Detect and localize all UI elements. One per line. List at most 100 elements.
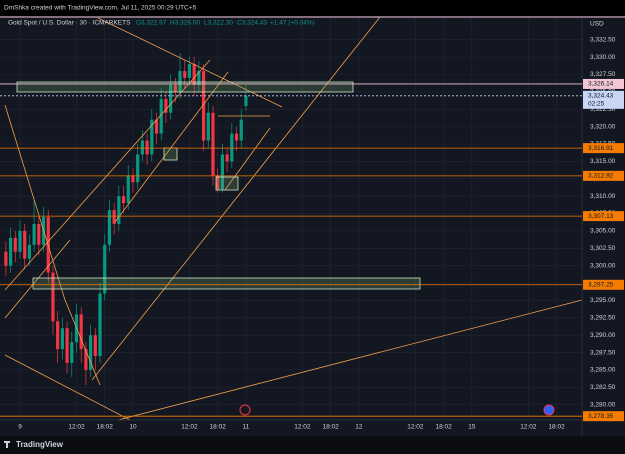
candle-body [60, 328, 64, 350]
price-label: 3,326.14 [588, 81, 614, 88]
drawings [4, 16, 583, 421]
grid [0, 18, 582, 420]
caption-bar [0, 0, 625, 16]
zone [32, 277, 421, 290]
price-label-box [583, 211, 624, 222]
price-label: 3,312.92 [588, 173, 614, 180]
y-tick-label: 3,322.50 [590, 106, 616, 113]
candle-body [183, 71, 187, 78]
candle-body [107, 210, 112, 245]
candle-body [98, 293, 102, 357]
bottom-bar [0, 436, 625, 454]
candle-body [27, 244, 32, 259]
x-tick-label: 12:02 [68, 424, 85, 431]
candle-body [211, 112, 215, 176]
candle-body [32, 223, 36, 245]
candle-body [126, 175, 130, 204]
y-tick-label: 3,290.00 [590, 332, 616, 339]
y-tick-label: 3,310.00 [590, 193, 616, 200]
price-label: 3,297.25 [588, 282, 614, 289]
brand-logo [4, 441, 10, 448]
candle-body [112, 210, 116, 224]
trend-line [91, 16, 381, 381]
y-tick-label: 3,295.00 [590, 297, 616, 304]
candle-body [13, 237, 17, 252]
trend-line [64, 299, 101, 386]
candle-body [18, 230, 22, 252]
ohlc-low: L3,322.30 [204, 20, 233, 27]
trend-line [224, 127, 271, 191]
price-label-box [583, 143, 624, 154]
x-tick-label: 18:02 [435, 424, 452, 431]
x-tick-label: 12:02 [294, 424, 311, 431]
candle-body [4, 251, 8, 266]
y-tick-label: 3,320.00 [590, 123, 616, 130]
candle-body [8, 237, 13, 266]
candle-body [230, 133, 234, 162]
candle-body [164, 98, 168, 113]
candle-body [225, 154, 229, 162]
candle-body [206, 112, 210, 141]
caption: DmShka created with TradingView.com, Jul… [4, 5, 197, 12]
trend-line [4, 59, 211, 291]
price-label: 3,316.91 [588, 145, 614, 152]
candle-body [187, 64, 192, 78]
price-label-box [583, 279, 624, 290]
price-label-box [583, 90, 624, 109]
zone [16, 81, 354, 93]
x-tick-label: 11 [243, 424, 250, 431]
x-tick-label: 18:02 [210, 424, 227, 431]
candle-body [140, 140, 144, 155]
candle-body [56, 321, 60, 350]
candle-body [150, 119, 154, 155]
event-icon[interactable] [239, 404, 251, 416]
x-tick-label: 12 [355, 424, 363, 431]
candle-body [65, 328, 69, 363]
candle-body [159, 98, 163, 134]
zone [215, 176, 239, 191]
candle-body [136, 154, 140, 183]
candle-body [145, 140, 149, 155]
candle-body [178, 71, 182, 92]
candle-body [93, 335, 97, 357]
candle-body [51, 272, 55, 322]
x-tick-label: 18:02 [97, 424, 114, 431]
candle-body [131, 175, 135, 183]
x-tick-label: 10 [129, 424, 137, 431]
currency: USD [590, 21, 604, 28]
candle-body [239, 119, 243, 141]
price-label-box [583, 170, 624, 181]
candle-body [84, 349, 88, 370]
candle-body [103, 244, 107, 294]
candle-body [37, 223, 41, 245]
candle-body [220, 154, 224, 190]
candle-body [192, 64, 196, 85]
trend-line [114, 71, 229, 223]
candle-body [216, 175, 220, 190]
y-tick-label: 3,280.00 [590, 401, 616, 408]
ohlc-change: +1.47 (+0.04%) [270, 20, 315, 27]
price-label-box [583, 411, 624, 422]
candle-body [79, 314, 83, 350]
ohlc-high: H3,326.00 [170, 20, 200, 27]
y-tick-label: 3,327.50 [590, 71, 616, 78]
zone [163, 147, 178, 161]
candle-body [169, 84, 173, 113]
price-label: 3,278.35 [588, 413, 614, 420]
x-tick-label: 12:02 [181, 424, 198, 431]
trend-line [4, 239, 71, 319]
y-tick-label: 3,332.50 [590, 36, 616, 43]
price-label: 3,307.13 [588, 213, 614, 220]
y-tick-label: 3,292.50 [590, 315, 616, 322]
candle-body [117, 196, 121, 224]
y-tick-label: 3,305.00 [590, 228, 616, 235]
x-tick-label: 12:02 [520, 424, 537, 431]
symbol: Gold Spot / U.S. Dollar · 30 · ICMARKETS [8, 20, 131, 27]
event-icon[interactable] [543, 404, 555, 416]
candle-body [234, 133, 239, 141]
y-tick-label: 3,287.50 [590, 349, 616, 356]
ohlc-open: O3,322.97 [136, 20, 167, 27]
x-tick-label: 18:02 [323, 424, 340, 431]
